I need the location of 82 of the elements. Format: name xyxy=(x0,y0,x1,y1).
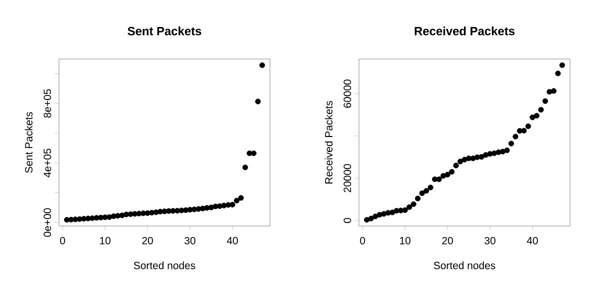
point xyxy=(221,202,227,208)
point xyxy=(178,208,184,214)
point xyxy=(538,106,544,113)
point xyxy=(102,214,108,220)
y-tick-label: 0 xyxy=(344,218,352,223)
point xyxy=(128,211,134,217)
x-tick-label: 40 xyxy=(226,236,238,244)
point xyxy=(94,215,100,221)
point xyxy=(376,212,382,218)
point xyxy=(419,190,425,196)
point xyxy=(470,156,476,162)
point xyxy=(196,206,202,212)
point xyxy=(204,205,210,211)
x-tick-label: 20 xyxy=(142,236,153,244)
point xyxy=(410,201,416,207)
point xyxy=(85,216,91,222)
x-tick-label: 10 xyxy=(100,236,110,244)
x-axis-title: Sorted nodes xyxy=(134,262,196,270)
point xyxy=(136,210,142,216)
y-tick-label: 60000 xyxy=(344,80,352,108)
point xyxy=(559,62,565,68)
point xyxy=(255,98,261,104)
point xyxy=(212,204,218,210)
point xyxy=(162,208,168,214)
point xyxy=(230,202,236,208)
point xyxy=(402,207,408,213)
x-axis-title: Sorted nodes xyxy=(434,262,496,270)
point xyxy=(444,172,450,178)
point xyxy=(512,134,518,140)
point xyxy=(457,158,464,164)
point xyxy=(428,184,434,190)
y-tick-label: 8e+05 xyxy=(44,89,52,118)
point xyxy=(385,210,391,216)
y-tick-label: 0e+00 xyxy=(44,208,52,237)
x-tick-label: 30 xyxy=(484,236,496,244)
point xyxy=(555,70,561,76)
point xyxy=(170,208,176,214)
point xyxy=(364,217,370,223)
point xyxy=(259,62,265,68)
x-tick-label: 30 xyxy=(184,236,196,244)
x-tick-label: 0 xyxy=(360,236,366,244)
point xyxy=(550,88,557,94)
x-tick-label: 0 xyxy=(60,236,66,244)
point xyxy=(546,89,552,95)
point xyxy=(453,162,459,168)
point xyxy=(119,212,125,218)
point xyxy=(508,140,514,146)
point xyxy=(234,198,240,204)
point xyxy=(76,216,82,222)
point xyxy=(406,204,412,210)
point xyxy=(448,169,455,175)
point xyxy=(478,154,484,160)
point xyxy=(153,209,159,216)
x-tick-label: 40 xyxy=(526,236,538,244)
y-tick-label: 20000 xyxy=(344,164,352,192)
y-axis-title: Received Packets xyxy=(324,101,332,184)
chart-title: Sent Packets xyxy=(128,26,202,36)
y-axis-title: Sent Packets xyxy=(24,112,32,173)
point xyxy=(423,188,430,194)
point xyxy=(487,151,493,157)
point xyxy=(394,208,400,214)
point xyxy=(246,150,252,156)
point xyxy=(110,213,116,220)
y-tick-label: 4e+05 xyxy=(44,148,52,178)
x-tick-label: 20 xyxy=(442,236,453,244)
point xyxy=(504,148,510,154)
point xyxy=(530,114,536,120)
point xyxy=(414,196,421,202)
point xyxy=(144,210,150,216)
point xyxy=(525,123,532,130)
point xyxy=(462,156,468,162)
point xyxy=(187,206,193,212)
chart-title: Received Packets xyxy=(414,26,515,36)
point xyxy=(238,195,244,201)
point xyxy=(521,128,527,134)
point xyxy=(496,149,502,156)
point xyxy=(436,176,442,182)
point xyxy=(368,216,374,222)
point xyxy=(242,164,248,170)
point xyxy=(534,112,540,118)
x-tick-label: 10 xyxy=(400,236,410,244)
point xyxy=(542,98,548,104)
